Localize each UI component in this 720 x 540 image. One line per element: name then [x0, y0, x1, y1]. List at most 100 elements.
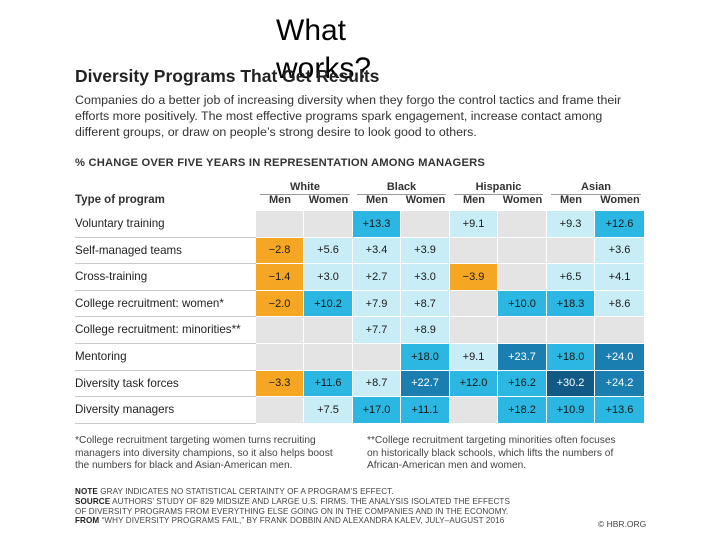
- table-cell: +18.0: [547, 344, 595, 371]
- source-text: AUTHORS’ STUDY OF 829 MIDSIZE AND LARGE …: [112, 496, 510, 506]
- table-cell: [256, 344, 304, 371]
- table-cell: [450, 237, 498, 265]
- table-cell: [547, 317, 595, 344]
- subcol-women: Women: [308, 194, 349, 206]
- group-white: White: [290, 181, 320, 193]
- table-cell: [304, 317, 353, 344]
- table-cell: +3.0: [401, 264, 450, 291]
- table-cell: [547, 237, 595, 265]
- table-cell: +5.6: [304, 237, 353, 265]
- table-cell: [450, 317, 498, 344]
- source-text-2: OF DIVERSITY PROGRAMS FROM EVERYTHING EL…: [75, 506, 509, 516]
- table-cell: +18.0: [401, 344, 450, 371]
- figure-intro: Companies do a better job of increasing …: [75, 93, 622, 139]
- table-cell: −2.8: [256, 237, 304, 265]
- hbr-credit: © HBR.ORG: [598, 519, 647, 529]
- table-cell: +10.0: [498, 290, 547, 318]
- note-text: GRAY INDICATES NO STATISTICAL CERTAINTY …: [100, 487, 394, 496]
- table-cell: [498, 237, 547, 265]
- table-cell: +24.0: [595, 344, 645, 371]
- source-note: NOTE GRAY INDICATES NO STATISTICAL CERTA…: [75, 487, 510, 526]
- row-label: Mentoring: [75, 350, 127, 363]
- table-cell: +18.3: [547, 290, 595, 318]
- table-cell: +12.0: [450, 370, 498, 398]
- table-cell: [256, 317, 304, 344]
- table-cell: −3.9: [450, 264, 498, 291]
- type-of-program-header: Type of program: [75, 194, 165, 206]
- table-cell: +9.1: [450, 344, 498, 371]
- table-cell: [304, 344, 353, 371]
- table-cell: +30.2: [547, 370, 595, 398]
- table-cell: −2.0: [256, 290, 304, 318]
- table-cell: +10.9: [547, 397, 595, 424]
- row-label: Cross-training: [75, 270, 148, 284]
- footnote-minorities: **College recruitment targeting minoriti…: [367, 435, 616, 472]
- row-label: Diversity managers: [75, 403, 175, 417]
- table-cell: +3.6: [595, 237, 645, 265]
- table-cell: −3.3: [256, 370, 304, 398]
- table-cell: +13.6: [595, 397, 645, 424]
- slide-title: What works?: [276, 14, 372, 85]
- table-cell: +24.2: [595, 370, 645, 398]
- group-divider: [357, 194, 446, 195]
- table-cell: +3.0: [304, 264, 353, 291]
- group-divider: [260, 194, 350, 195]
- table-cell: +7.7: [353, 317, 401, 344]
- table-cell: +16.2: [498, 370, 547, 398]
- subcol-men: Men: [463, 194, 485, 206]
- row-label: Diversity task forces: [75, 376, 179, 390]
- subcol-men: Men: [269, 194, 291, 206]
- footnote-women: *College recruitment targeting women tur…: [75, 435, 333, 472]
- row-label: College recruitment: minorities**: [75, 323, 241, 337]
- table-cell: [401, 211, 450, 238]
- table-cell: +12.6: [595, 211, 645, 238]
- table-cell: [498, 317, 547, 344]
- table-cell: [256, 211, 304, 238]
- figure-subhead: % CHANGE OVER FIVE YEARS IN REPRESENTATI…: [75, 157, 486, 169]
- source-label: SOURCE: [75, 496, 111, 506]
- table-cell: [256, 397, 304, 424]
- from-text: “WHY DIVERSITY PROGRAMS FAIL,” BY FRANK …: [101, 516, 505, 526]
- table-cell: +9.1: [450, 211, 498, 238]
- table-cell: [353, 344, 401, 371]
- table-cell: [304, 211, 353, 238]
- table-cell: [595, 317, 645, 344]
- group-black: Black: [386, 181, 417, 193]
- table-cell: [498, 211, 547, 238]
- subcol-women: Women: [405, 194, 446, 206]
- table-cell: [450, 397, 498, 424]
- table-cell: +4.1: [595, 264, 645, 291]
- table-cell: +9.3: [547, 211, 595, 238]
- table-cell: +13.3: [353, 211, 401, 238]
- table-cell: +17.0: [353, 397, 401, 424]
- table-cell: +3.9: [401, 237, 450, 265]
- table-cell: +22.7: [401, 370, 450, 398]
- subcol-men: Men: [366, 194, 388, 206]
- table-cell: −1.4: [256, 264, 304, 291]
- subcol-men: Men: [560, 194, 582, 206]
- table-cell: +3.4: [353, 237, 401, 265]
- table-cell: [498, 264, 547, 291]
- table-cell: +8.9: [401, 317, 450, 344]
- group-divider: [454, 194, 543, 195]
- table-cell: +11.1: [401, 397, 450, 424]
- table-cell: +8.6: [595, 290, 645, 318]
- group-asian: Asian: [581, 181, 611, 193]
- group-divider: [551, 194, 641, 195]
- table-cell: [450, 290, 498, 318]
- row-label: College recruitment: women*: [75, 296, 224, 310]
- subcol-women: Women: [600, 194, 640, 206]
- table-cell: +7.5: [304, 397, 353, 424]
- table-cell: +10.2: [304, 290, 353, 318]
- row-label: Self-managed teams: [75, 243, 182, 257]
- group-hispanic: Hispanic: [475, 181, 522, 193]
- table-cell: +2.7: [353, 264, 401, 291]
- table-cell: +6.5: [547, 264, 595, 291]
- figure-heading: Diversity Programs That Get Results: [75, 66, 380, 86]
- table-cell: +8.7: [353, 370, 401, 398]
- table-cell: +11.6: [304, 370, 353, 398]
- table-cell: +23.7: [498, 344, 547, 371]
- table-cell: +8.7: [401, 290, 450, 318]
- table-cell: +7.9: [353, 290, 401, 318]
- row-label: Voluntary training: [75, 217, 165, 230]
